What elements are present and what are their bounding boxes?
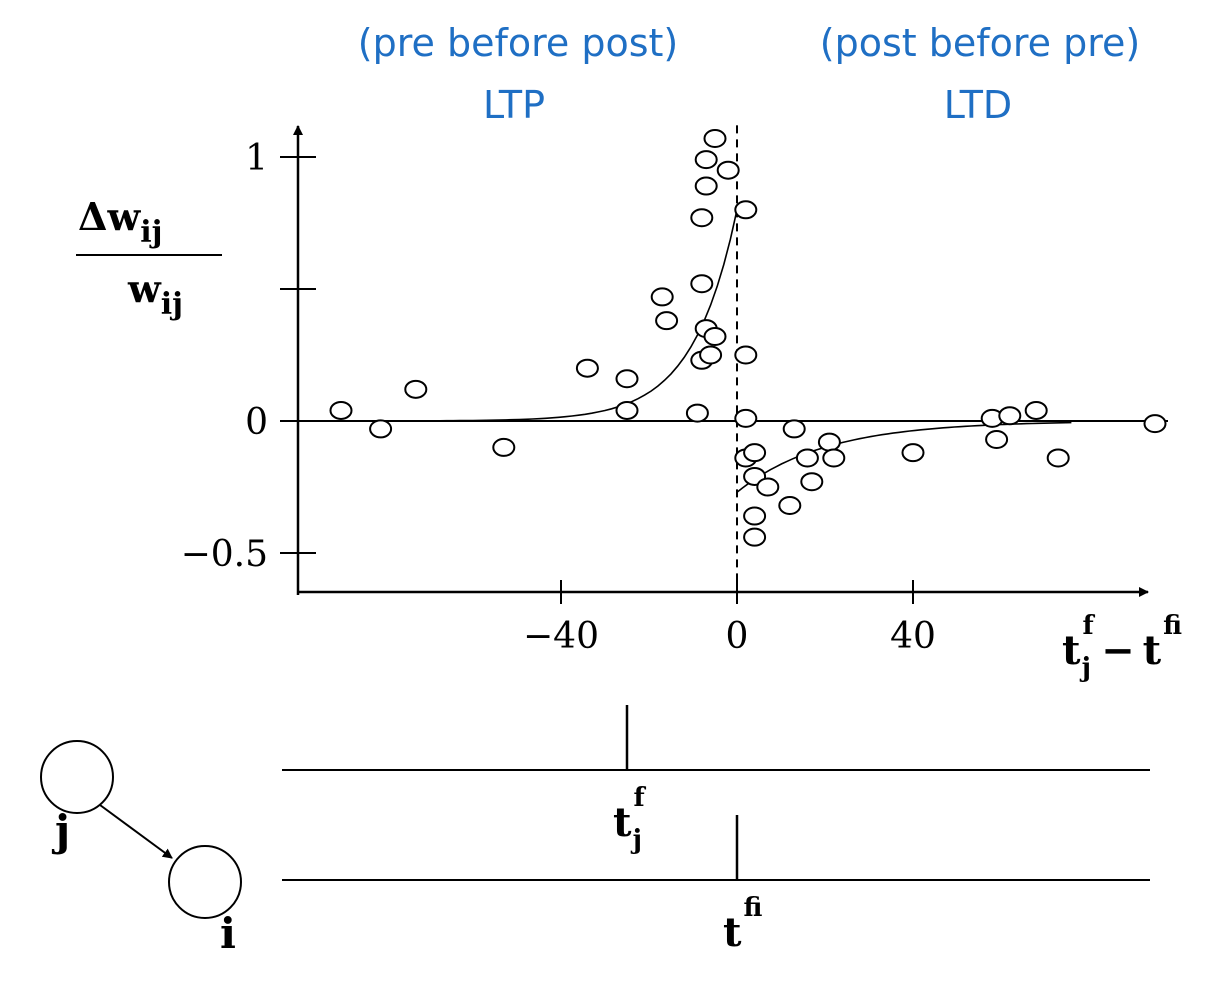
- spike-trains: tfj tfi: [282, 705, 1150, 956]
- y-ticks: 1 0 −0.5: [181, 138, 316, 575]
- data-point: [575, 358, 599, 378]
- data-point: [690, 274, 714, 294]
- data-point: [782, 419, 806, 439]
- x-tick-label: 0: [726, 616, 749, 657]
- presynaptic-neuron-label: j: [51, 806, 70, 855]
- postsynaptic-neuron-label: i: [220, 909, 236, 958]
- data-point: [1143, 414, 1167, 434]
- data-point: [901, 443, 925, 463]
- ltd-condition-label: (post before pre): [820, 21, 1140, 65]
- data-point: [743, 506, 767, 526]
- data-point: [685, 403, 709, 423]
- x-ticks: −40 0 40: [523, 580, 936, 657]
- y-axis-label: Δwij wij: [76, 194, 222, 322]
- data-point: [615, 369, 639, 389]
- data-point: [817, 432, 841, 452]
- synapse-diagram: j i: [40, 740, 242, 958]
- data-point: [822, 448, 846, 468]
- y-label-numerator: Δwij: [78, 194, 162, 250]
- data-point: [699, 345, 723, 365]
- data-point: [369, 419, 393, 439]
- data-point: [703, 129, 727, 149]
- data-point: [650, 287, 674, 307]
- data-point: [716, 160, 740, 180]
- data-point: [404, 379, 428, 399]
- x-tick-label: 40: [890, 616, 936, 657]
- y-tick-label: 1: [245, 138, 268, 179]
- x-axis-label: tfj−tfi: [1062, 611, 1182, 683]
- data-point: [743, 443, 767, 463]
- postsynaptic-neuron: [168, 845, 242, 919]
- ltp-condition-label: (pre before post): [358, 21, 678, 65]
- ltd-label: LTD: [944, 83, 1012, 127]
- ltp-label: LTP: [483, 83, 545, 127]
- data-point: [655, 311, 679, 331]
- data-point: [756, 477, 780, 497]
- ltp-fit-curve: [341, 209, 738, 422]
- data-point: [998, 406, 1022, 426]
- data-point: [778, 495, 802, 515]
- data-point: [329, 400, 353, 420]
- presynaptic-neuron: [40, 740, 114, 814]
- data-point: [615, 400, 639, 420]
- data-point: [1024, 400, 1048, 420]
- data-point: [1046, 448, 1070, 468]
- x-tick-label: −40: [523, 616, 599, 657]
- y-label-denominator: wij: [127, 266, 183, 322]
- data-point: [985, 429, 1009, 449]
- data-point: [743, 527, 767, 547]
- synapse-arrow: [99, 804, 173, 859]
- data-point: [800, 472, 824, 492]
- data-point: [694, 176, 718, 196]
- y-tick-label: 0: [245, 402, 268, 443]
- data-point: [703, 327, 727, 347]
- data-point: [734, 200, 758, 220]
- ltd-fit-curve: [736, 421, 1072, 493]
- plot-axes: [293, 125, 1168, 600]
- data-points: [329, 129, 1167, 547]
- data-point: [492, 437, 516, 457]
- data-point: [690, 208, 714, 228]
- presynaptic-spike-time-label: tf j: [613, 783, 646, 855]
- postsynaptic-spike-time-label: tfi: [723, 893, 762, 956]
- y-tick-label: −0.5: [181, 534, 268, 575]
- data-point: [795, 448, 819, 468]
- data-point: [734, 345, 758, 365]
- data-point: [694, 150, 718, 170]
- data-point: [734, 408, 758, 428]
